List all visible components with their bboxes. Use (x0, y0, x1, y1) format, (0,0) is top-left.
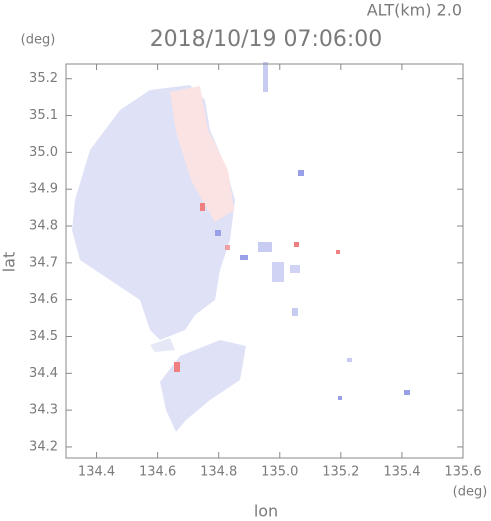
speckles (174, 62, 410, 400)
speckle (263, 62, 268, 92)
land-region (160, 340, 246, 432)
x-tick-label: 134.8 (200, 465, 237, 480)
speckle (338, 396, 342, 400)
x-tick-label: 135.0 (261, 465, 298, 480)
speckle (292, 308, 298, 316)
chart-subtitle: ALT(km) 2.0 (367, 1, 462, 20)
y-tick-label: 35.2 (29, 71, 58, 86)
y-tick-label: 34.8 (29, 219, 58, 234)
x-unit: (deg) (453, 485, 488, 500)
y-tick-label: 34.5 (29, 329, 58, 344)
x-tick-label: 135.4 (383, 465, 420, 480)
x-axis-label: lon (254, 502, 278, 521)
y-tick-label: 34.9 (29, 182, 58, 197)
speckle (336, 250, 340, 254)
speckle (290, 265, 300, 273)
x-tick-label: 134.4 (78, 465, 115, 480)
y-tick-label: 34.2 (29, 439, 58, 454)
y-tick-label: 34.4 (29, 366, 58, 381)
y-tick-label: 34.7 (29, 255, 58, 270)
chart-title: 2018/10/19 07:06:00 (150, 27, 383, 52)
speckle (200, 203, 205, 211)
y-axis-label: lat (0, 252, 19, 273)
speckle (294, 242, 299, 247)
speckle (215, 230, 221, 236)
y-tick-label: 34.3 (29, 403, 58, 418)
speckle (174, 362, 180, 372)
y-tick-label: 34.6 (29, 292, 58, 307)
speckle (404, 390, 410, 395)
y-tick-label: 35.0 (29, 145, 58, 160)
plot-frame (65, 63, 464, 459)
speckle (240, 255, 248, 260)
speckle (298, 170, 304, 176)
speckle (272, 262, 284, 282)
y-unit: (deg) (21, 33, 56, 48)
x-tick-label: 135.2 (322, 465, 359, 480)
x-tick-label: 135.6 (444, 465, 481, 480)
x-tick-label: 134.6 (139, 465, 176, 480)
y-tick-label: 35.1 (29, 108, 58, 123)
land-region (150, 338, 175, 352)
speckle (258, 242, 272, 252)
land-region (170, 86, 234, 222)
map-field (72, 62, 410, 432)
speckle (347, 358, 352, 362)
speckle (225, 245, 230, 250)
